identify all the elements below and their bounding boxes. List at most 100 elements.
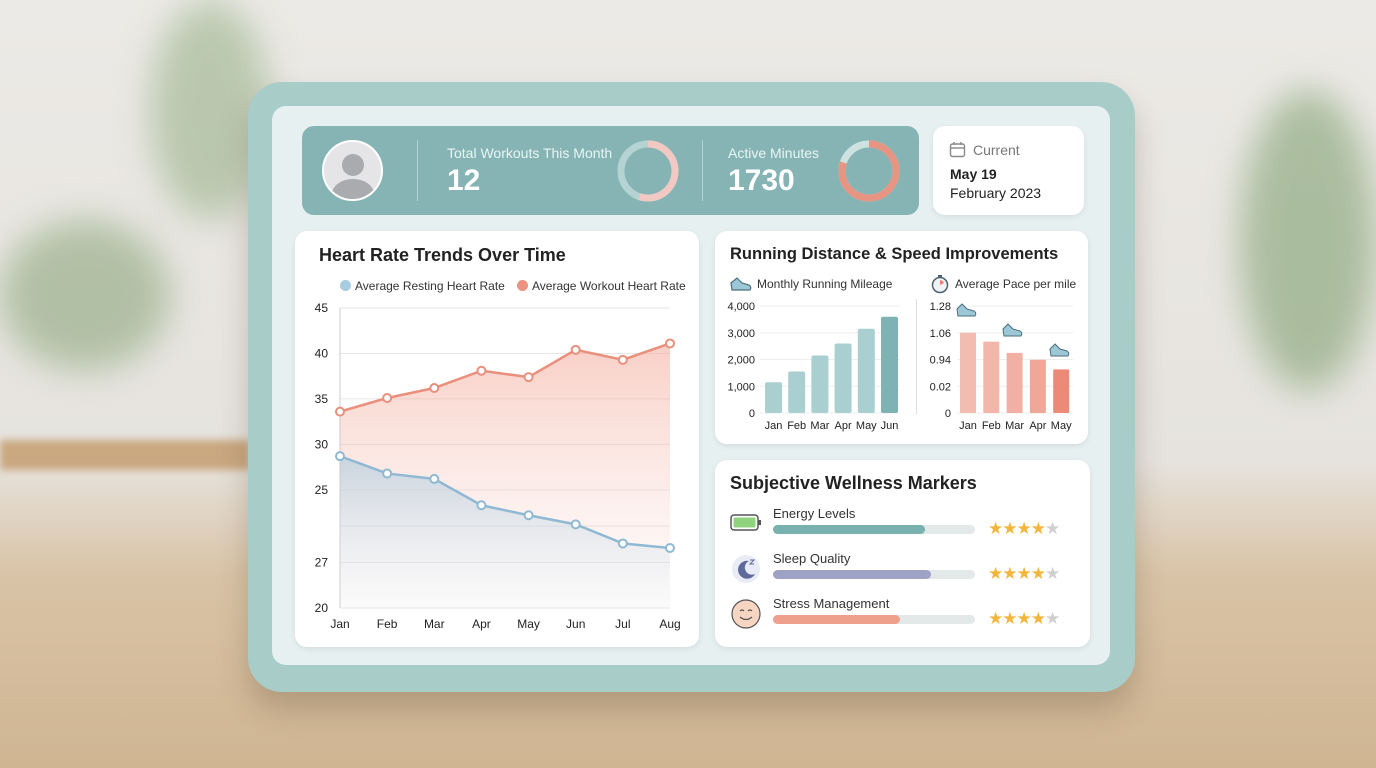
y-tick-label: 0.02 [930,381,951,393]
x-tick-label: Feb [982,420,1001,432]
sneaker-icon [1002,323,1023,337]
wellness-level-fill [773,615,901,624]
workout-point [382,393,393,403]
workout-point [476,365,487,376]
workout-point [665,338,675,349]
pace-bar [1029,359,1046,413]
star-icon[interactable]: ★ [1002,564,1017,583]
y-tick-label: 2,000 [727,355,755,367]
x-tick-label: May [517,617,540,631]
x-tick-label: Mar [424,617,445,631]
workouts-label: Total Workouts This Month [447,145,613,161]
running-card: Running Distance & Speed Improvements Mo… [715,231,1088,444]
sneaker-icon [956,303,977,317]
sleep-moon-icon [732,555,760,583]
x-tick-label: Feb [377,617,398,631]
y-tick-label: 3,000 [727,328,755,340]
battery-icon [730,514,761,531]
x-tick-label: Jan [765,420,783,432]
workouts-ring-progress [617,140,679,202]
star-icon[interactable]: ★ [1016,609,1032,628]
resting-point [523,510,534,521]
x-tick-label: Jun [881,420,899,432]
star-icon[interactable]: ★ [1030,564,1046,583]
stats-banner: Total Workouts This Month 12 Active Minu… [302,126,919,215]
mileage-bar [765,382,782,413]
heart-rate-card: Heart Rate Trends Over Time Average Rest… [295,231,699,647]
background-plant [0,220,170,370]
y-tick-label: 20 [315,601,329,615]
x-tick-label: May [856,420,877,432]
star-icon[interactable]: ★ [1016,519,1032,538]
workout-point [617,354,628,365]
star-icon[interactable]: ★ [1045,609,1060,628]
pace-chart: 1.28 1.06 0.94 0.02 0 Jan Feb Mar Apr May [930,301,1073,432]
star-icon[interactable]: ★ [1045,564,1060,583]
mileage-bar [857,328,875,413]
active-minutes-ring-progress [838,140,900,202]
resting-point [476,500,487,511]
wellness-label: Sleep Quality [773,551,851,566]
mileage-bar [834,343,852,413]
date-day: May 19 [950,166,997,182]
mileage-bar [811,355,829,413]
workout-point [523,372,534,383]
resting-point [335,451,345,462]
workouts-value: 12 [447,164,481,197]
star-icon[interactable]: ★ [1002,519,1017,538]
legend-workout: Average Workout Heart Rate [532,279,686,293]
wellness-label: Stress Management [773,596,890,611]
x-tick-label: Jan [330,617,349,631]
y-tick-label: 1.28 [930,301,951,313]
x-tick-label: Apr [472,617,491,631]
legend-resting: Average Resting Heart Rate [355,279,505,293]
star-icon[interactable]: ★ [1030,519,1046,538]
mileage-chart-title: Monthly Running Mileage [757,277,893,291]
x-tick-label: Jul [615,617,630,631]
sneaker-icon [1049,343,1070,357]
active-minutes-label: Active Minutes [728,145,820,161]
wellness-card: Subjective Wellness Markers Energy Level… [715,460,1090,647]
resting-line [339,455,671,550]
star-rating[interactable]: ★★★★★ [988,564,1060,584]
date-card: Current May 19 February 2023 [933,126,1084,215]
star-rating[interactable]: ★★★★★ [988,519,1060,539]
y-tick-label: 35 [315,392,329,406]
smiley-face-icon [731,599,761,629]
avatar[interactable] [322,140,383,201]
calendar-icon [949,142,966,158]
y-tick-label: 25 [315,483,329,497]
star-icon[interactable]: ★ [1030,609,1046,628]
y-tick-label: 40 [315,346,329,360]
divider [417,140,418,201]
pace-chart-title: Average Pace per mile [955,277,1077,291]
mileage-bar [881,316,898,413]
divider [702,140,703,201]
star-icon[interactable]: ★ [1045,519,1060,538]
star-icon[interactable]: ★ [1016,564,1032,583]
pace-bar [1053,369,1070,413]
resting-point [429,473,440,484]
resting-point [382,468,393,479]
star-icon[interactable]: ★ [988,564,1003,583]
workout-point [429,383,440,393]
y-tick-label: 0 [945,408,951,420]
workout-line [339,342,671,413]
mileage-bar [788,371,806,413]
y-tick-label: 27 [315,556,329,570]
sneaker-icon [730,277,752,291]
wellness-level-bar [773,615,975,624]
star-rating[interactable]: ★★★★★ [988,609,1060,629]
y-tick-label: 4,000 [727,301,755,313]
legend-workout-swatch [517,280,528,291]
wellness-level-bar [773,570,975,579]
x-tick-label: Feb [787,420,806,432]
series-area [340,456,670,608]
resting-point [570,519,581,530]
star-icon[interactable]: ★ [988,519,1003,538]
legend-resting-swatch [340,280,351,291]
star-icon[interactable]: ★ [988,609,1003,628]
star-icon[interactable]: ★ [1002,609,1017,628]
y-tick-label: 1,000 [727,381,755,393]
